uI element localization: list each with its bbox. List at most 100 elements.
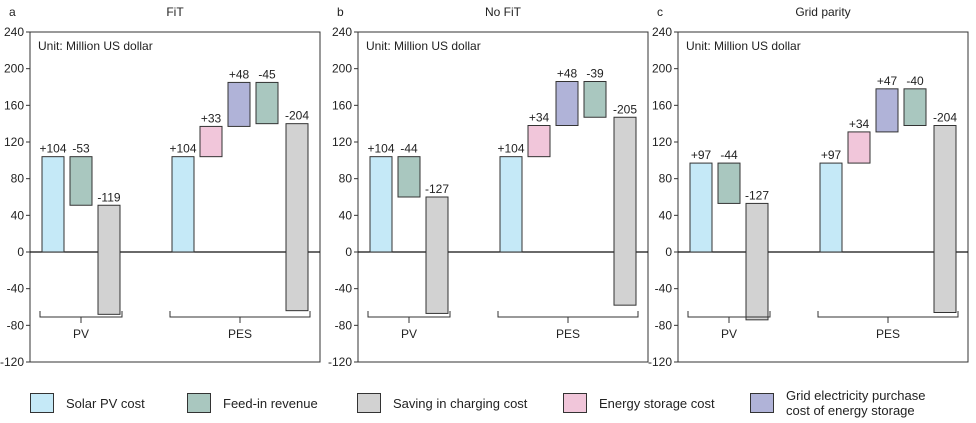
y-tick-label: 200 bbox=[4, 62, 24, 76]
bar-pv-saving-in-charging-cost bbox=[745, 202, 769, 321]
panel-letter: b bbox=[337, 5, 344, 19]
bar-value-label: +48 bbox=[557, 67, 578, 81]
y-tick-label: -80 bbox=[655, 318, 673, 332]
bar-pes-energy-storage-cost bbox=[199, 125, 223, 158]
legend-label-energy-storage-cost: Energy storage cost bbox=[599, 395, 715, 411]
group-label-pv: PV bbox=[401, 327, 417, 341]
bar-value-label: -44 bbox=[720, 148, 738, 162]
group-label-pv: PV bbox=[721, 327, 737, 341]
plot-frame bbox=[677, 31, 969, 363]
bar-value-label: -205 bbox=[613, 102, 637, 116]
y-tick-label: 160 bbox=[332, 98, 352, 112]
group-label-pes: PES bbox=[876, 327, 900, 341]
y-tick-label: -120 bbox=[328, 355, 352, 369]
bar-value-label: +47 bbox=[877, 74, 898, 88]
bar-value-label: -204 bbox=[933, 111, 957, 125]
group-bracket-pes bbox=[169, 311, 311, 323]
group-bracket-pv bbox=[39, 311, 123, 323]
y-tick-label: -80 bbox=[7, 318, 25, 332]
y-tick-label: 200 bbox=[652, 62, 672, 76]
bar-pes-feed-in-revenue bbox=[903, 88, 927, 127]
bar-value-label: -39 bbox=[586, 67, 604, 81]
group-bracket-pes bbox=[497, 311, 639, 323]
bar-pes-grid-purchase-storage bbox=[227, 81, 251, 127]
bar-value-label: -127 bbox=[745, 188, 769, 202]
bar-value-label: -45 bbox=[258, 67, 276, 81]
legend-swatch-solar-pv-cost bbox=[30, 393, 54, 413]
bar-pes-solar-pv-cost bbox=[499, 156, 523, 253]
group-bracket-pv bbox=[687, 311, 771, 323]
unit-note: Unit: Million US dollar bbox=[38, 39, 153, 53]
bar-pes-energy-storage-cost bbox=[527, 125, 551, 158]
panel-letter: a bbox=[9, 5, 16, 19]
y-tick-label: 40 bbox=[339, 208, 353, 222]
legend: Solar PV cost Feed-in revenue Saving in … bbox=[0, 388, 976, 423]
group-bracket-pv bbox=[367, 311, 451, 323]
legend-item-energy-storage-cost: Energy storage cost bbox=[563, 388, 715, 418]
chart-panel-a: a FiT Unit: Million US dollar -120 -80 -40 0 40… bbox=[0, 5, 321, 369]
legend-label-saving-in-charging-cost: Saving in charging cost bbox=[393, 395, 528, 411]
bar-value-label: +97 bbox=[821, 148, 842, 162]
y-tick-label: 80 bbox=[339, 172, 353, 186]
y-tick-label: 240 bbox=[4, 25, 24, 39]
bar-pv-solar-pv-cost bbox=[369, 156, 393, 253]
y-tick-label: 120 bbox=[652, 135, 672, 149]
y-tick-label: 160 bbox=[652, 98, 672, 112]
y-tick-label: 160 bbox=[4, 98, 24, 112]
bar-pes-feed-in-revenue bbox=[583, 81, 607, 118]
unit-note: Unit: Million US dollar bbox=[686, 39, 801, 53]
bar-pes-grid-purchase-storage bbox=[555, 81, 579, 126]
bar-value-label: +33 bbox=[201, 111, 222, 125]
bar-value-label: -119 bbox=[97, 190, 120, 204]
y-tick-label: 80 bbox=[11, 172, 25, 186]
bar-value-label: +97 bbox=[691, 148, 712, 162]
y-tick-label: -120 bbox=[648, 355, 672, 369]
legend-item-feed-in-revenue: Feed-in revenue bbox=[187, 388, 318, 418]
bar-pes-energy-storage-cost bbox=[847, 131, 871, 164]
group-label-pes: PES bbox=[556, 327, 580, 341]
bar-value-label: -40 bbox=[906, 74, 924, 88]
legend-swatch-saving-in-charging-cost bbox=[357, 393, 381, 413]
panel-title: No FiT bbox=[485, 5, 522, 19]
bar-pv-saving-in-charging-cost bbox=[425, 196, 449, 314]
y-tick-label: 200 bbox=[332, 62, 352, 76]
y-tick-label: 80 bbox=[659, 172, 673, 186]
bar-pv-solar-pv-cost bbox=[689, 162, 713, 253]
y-tick-label: 240 bbox=[332, 25, 352, 39]
legend-swatch-grid-purchase-storage bbox=[750, 393, 774, 413]
legend-item-grid-purchase-storage: Grid electricity purchase cost of energy… bbox=[750, 388, 925, 418]
bar-pes-grid-purchase-storage bbox=[875, 88, 899, 133]
legend-label-solar-pv-cost: Solar PV cost bbox=[66, 395, 145, 411]
y-tick-label: -40 bbox=[335, 282, 353, 296]
bar-value-label: +48 bbox=[229, 67, 250, 81]
y-tick-label: -120 bbox=[0, 355, 24, 369]
plot-frame bbox=[357, 31, 649, 363]
legend-swatch-energy-storage-cost bbox=[563, 393, 587, 413]
group-bracket-pes bbox=[817, 311, 959, 323]
legend-item-saving-in-charging-cost: Saving in charging cost bbox=[357, 388, 527, 418]
panel-letter: c bbox=[657, 5, 663, 19]
bar-value-label: -44 bbox=[400, 142, 418, 156]
legend-swatch-feed-in-revenue bbox=[187, 393, 211, 413]
y-tick-label: 40 bbox=[11, 208, 25, 222]
bar-pv-feed-in-revenue bbox=[717, 162, 741, 204]
group-label-pv: PV bbox=[73, 327, 89, 341]
bar-value-label: +104 bbox=[39, 142, 66, 156]
bar-pes-solar-pv-cost bbox=[171, 156, 195, 253]
y-tick-label: 0 bbox=[17, 245, 24, 259]
bar-pes-feed-in-revenue bbox=[255, 81, 279, 125]
bar-value-label: -204 bbox=[285, 109, 309, 123]
y-tick-label: -80 bbox=[335, 318, 353, 332]
y-tick-label: 0 bbox=[345, 245, 352, 259]
bar-pv-solar-pv-cost bbox=[41, 156, 65, 253]
bar-value-label: -127 bbox=[425, 182, 449, 196]
y-tick-label: 240 bbox=[652, 25, 672, 39]
panel-title: FiT bbox=[166, 5, 184, 19]
bar-pv-saving-in-charging-cost bbox=[97, 204, 121, 315]
bar-pes-saving-in-charging-cost bbox=[613, 116, 637, 306]
y-tick-label: 120 bbox=[332, 135, 352, 149]
y-tick-label: 0 bbox=[665, 245, 672, 259]
unit-note: Unit: Million US dollar bbox=[366, 39, 481, 53]
bar-pv-feed-in-revenue bbox=[397, 156, 421, 198]
